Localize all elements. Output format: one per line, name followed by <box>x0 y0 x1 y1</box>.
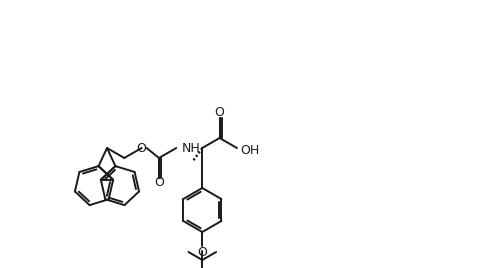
Text: NH: NH <box>181 142 200 154</box>
Text: O: O <box>137 142 147 154</box>
Text: OH: OH <box>240 143 259 157</box>
Text: O: O <box>154 177 164 189</box>
Text: O: O <box>198 245 207 259</box>
Text: O: O <box>215 106 225 120</box>
